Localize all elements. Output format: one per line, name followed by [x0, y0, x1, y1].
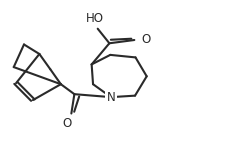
Text: O: O [62, 117, 72, 130]
Text: O: O [141, 33, 151, 46]
Text: HO: HO [86, 12, 104, 25]
Text: N: N [107, 91, 115, 104]
